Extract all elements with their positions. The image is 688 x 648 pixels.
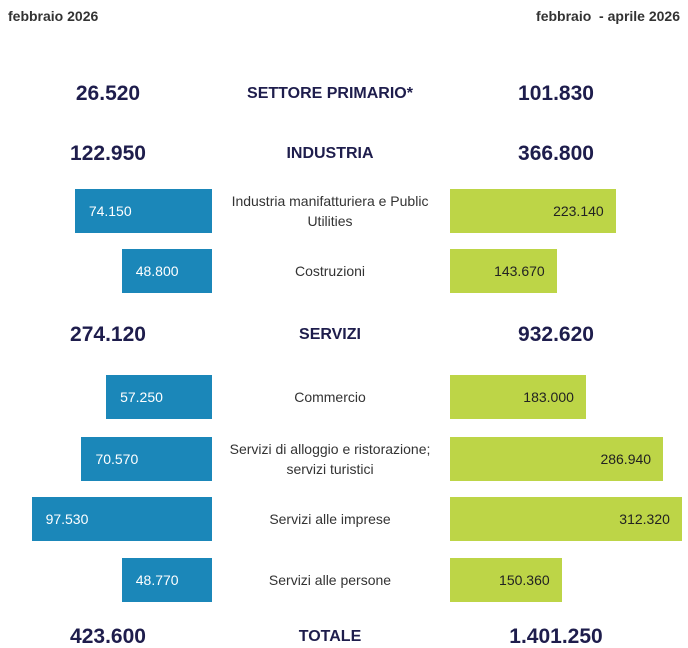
value-label: 122.950 [70, 142, 146, 165]
value-label: 74.150 [88, 203, 132, 219]
bar [450, 497, 682, 541]
value-label: 932.620 [518, 323, 594, 346]
bar [450, 249, 557, 293]
bar [450, 189, 616, 233]
value-label: 143.670 [494, 263, 545, 279]
value-label: 57.250 [120, 389, 163, 405]
bar [74, 189, 212, 233]
bar [450, 437, 664, 481]
category-label: SERVIZI [299, 326, 361, 343]
bar [450, 375, 586, 419]
value-label: 366.800 [518, 142, 594, 165]
category-label: Industria manifatturiera e Public Utilit… [231, 193, 429, 229]
category-label: SETTORE PRIMARIO* [247, 85, 413, 102]
category-label: Commercio [294, 389, 366, 405]
bar [31, 497, 212, 541]
category-label: TOTALE [298, 628, 362, 645]
value-label: 274.120 [70, 323, 146, 346]
bar [450, 558, 562, 602]
right-header: febbraio - aprile 2026 [536, 8, 680, 24]
value-label: 150.360 [499, 572, 550, 588]
value-label: 223.140 [553, 203, 604, 219]
category-label: Servizi alle imprese [269, 511, 391, 527]
bar [121, 558, 212, 602]
bar [81, 437, 212, 481]
category-label: Servizi di alloggio e ristorazione; serv… [229, 441, 431, 477]
bar [121, 249, 212, 293]
category-label: INDUSTRIA [286, 145, 374, 162]
value-label: 48.770 [135, 572, 179, 588]
value-label: 48.800 [135, 263, 179, 279]
value-label: 97.530 [45, 511, 89, 527]
category-label: Servizi alle persone [268, 572, 392, 588]
value-label: 183.000 [523, 389, 574, 405]
value-label: 26.520 [75, 82, 141, 105]
value-label: 423.600 [70, 625, 146, 648]
value-label: 312.320 [619, 511, 670, 527]
bar [106, 375, 212, 419]
value-label: 286.940 [600, 451, 652, 467]
value-label: 70.570 [95, 451, 139, 467]
value-label: 101.830 [518, 82, 594, 105]
category-label: Costruzioni [294, 263, 366, 279]
left-header: febbraio 2026 [8, 8, 99, 24]
value-label: 1.401.250 [509, 625, 603, 648]
